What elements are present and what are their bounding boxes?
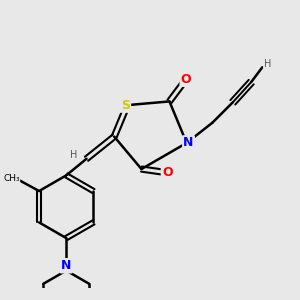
Text: O: O <box>181 73 191 86</box>
Text: H: H <box>70 150 77 160</box>
Text: CH₃: CH₃ <box>3 174 20 183</box>
Text: N: N <box>61 259 71 272</box>
Text: N: N <box>183 136 194 149</box>
Text: O: O <box>162 166 172 179</box>
Text: S: S <box>121 99 130 112</box>
Text: H: H <box>264 58 272 69</box>
